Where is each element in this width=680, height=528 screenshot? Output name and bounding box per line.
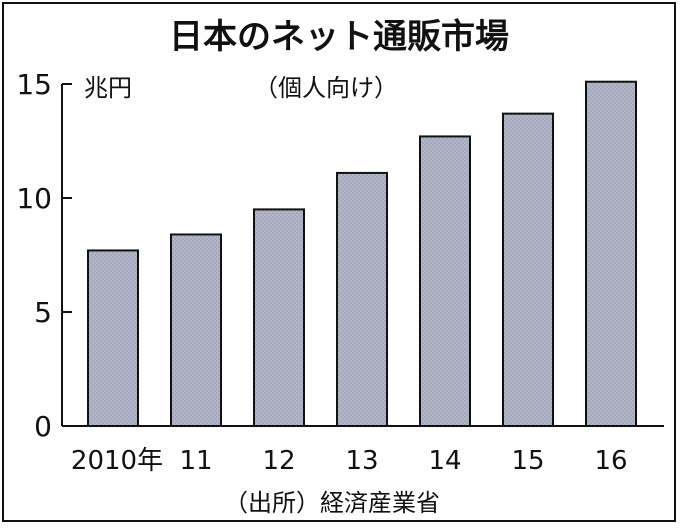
x-tick-label: 13: [345, 446, 378, 476]
y-tick-labels: 0 5 10 15: [16, 68, 52, 443]
x-tick-label: 14: [428, 446, 461, 476]
y-unit-label: 兆円: [84, 74, 132, 102]
y-tick-label: 5: [34, 296, 52, 329]
bar: [336, 171, 388, 427]
x-tick-label: 16: [594, 446, 627, 476]
chart-subtitle: （個人向け）: [254, 74, 398, 102]
x-tick-label: 11: [179, 446, 212, 476]
bar: [419, 135, 471, 427]
chart-title: 日本のネット通販市場: [169, 17, 509, 57]
y-tick-label: 0: [34, 410, 52, 443]
x-tick-label: 15: [511, 446, 544, 476]
x-tick-labels: 2010年 11 12 13 14 15 16: [71, 446, 628, 476]
bar: [170, 233, 222, 427]
bar-chart: 日本のネット通販市場 兆円 （個人向け） 0 5 10 15 2010年 11 12 13 1…: [16, 17, 664, 517]
bar: [502, 112, 554, 427]
chart-frame: 日本のネット通販市場 兆円 （個人向け） 0 5 10 15 2010年 11 12 13 1…: [2, 2, 676, 522]
y-tick-label: 10: [16, 182, 52, 215]
bar: [87, 249, 139, 427]
bar: [585, 80, 637, 427]
source-note: （出所）経済産業省: [224, 489, 440, 517]
bar: [253, 208, 305, 427]
x-tick-label: 12: [262, 446, 295, 476]
bars: [87, 80, 637, 427]
y-tick-label: 15: [16, 68, 52, 101]
x-tick-label: 2010年: [71, 446, 163, 476]
